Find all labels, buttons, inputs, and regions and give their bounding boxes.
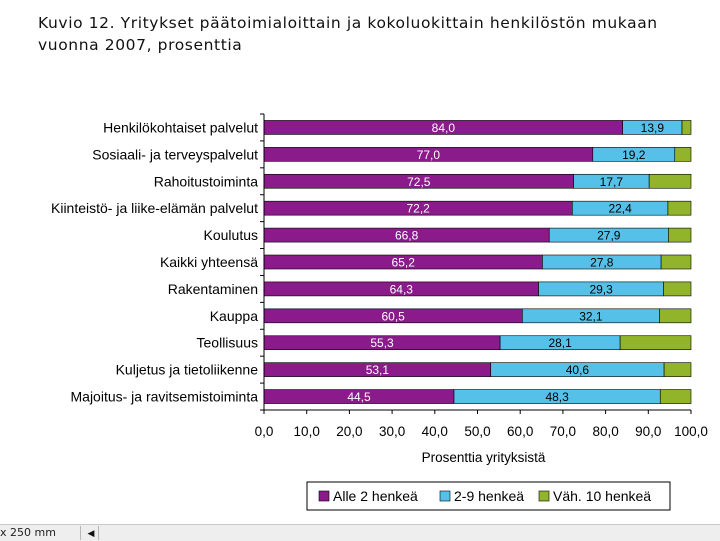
category-label: Kiinteistö- ja liike-elämän palvelut <box>51 200 258 216</box>
bar-value-label: 44,5 <box>347 390 371 404</box>
bar-value-label: 84,0 <box>432 121 456 135</box>
bar-segment <box>660 254 692 270</box>
category-label: Kauppa <box>210 308 258 324</box>
bar-segment <box>619 335 692 351</box>
legend-swatch <box>538 490 550 502</box>
bar-value-label: 55,3 <box>370 336 394 350</box>
x-tick-label: 40,0 <box>422 424 448 439</box>
bar-value-label: 72,5 <box>407 175 431 189</box>
x-tick-label: 100,0 <box>674 424 708 439</box>
bar-value-label: 28,1 <box>548 336 572 350</box>
x-tick-label: 10,0 <box>294 424 320 439</box>
bar-value-label: 17,7 <box>600 175 624 189</box>
category-label: Kuljetus ja tietoliikenne <box>116 362 259 378</box>
bar-value-label: 27,9 <box>597 229 621 243</box>
bar-value-label: 64,3 <box>390 282 414 296</box>
x-tick-label: 30,0 <box>379 424 405 439</box>
bar-segment <box>668 227 692 243</box>
bar-segment <box>659 389 692 404</box>
bar-value-label: 53,1 <box>366 363 390 377</box>
bar-segment <box>659 308 692 324</box>
x-tick-label: 20,0 <box>336 424 362 439</box>
bar-value-label: 13,9 <box>641 121 665 135</box>
bar-segment <box>648 173 692 189</box>
category-label: Kaikki yhteensä <box>160 254 258 270</box>
title-line-1: Kuvio 12. Yritykset päätoimialoittain ja… <box>38 14 658 32</box>
bar-segment <box>667 200 692 216</box>
x-tick-label: 0,0 <box>255 424 274 439</box>
chart-title: Kuvio 12. Yritykset päätoimialoittain ja… <box>38 12 708 56</box>
x-tick-label: 60,0 <box>507 424 533 439</box>
bar-segment <box>674 147 692 162</box>
category-label: Koulutus <box>204 227 258 243</box>
title-line-2: vuonna 2007, prosenttia <box>38 36 243 54</box>
legend-label: Väh. 10 henkeä <box>553 488 651 504</box>
legend-box <box>306 481 671 511</box>
bar-value-label: 22,4 <box>608 202 632 216</box>
bar-value-label: 77,0 <box>417 148 441 162</box>
category-label: Majoitus- ja ravitsemistoiminta <box>71 389 259 405</box>
bar-value-label: 48,3 <box>545 390 569 404</box>
category-label: Sosiaali- ja terveyspalvelut <box>92 146 258 162</box>
status-page-size: x 250 mm <box>0 526 81 540</box>
bar-value-label: 32,1 <box>579 309 603 323</box>
bar-segment <box>663 362 692 377</box>
category-label: Teollisuus <box>197 335 258 351</box>
x-tick-label: 70,0 <box>550 424 576 439</box>
bar-value-label: 66,8 <box>395 229 419 243</box>
bar-value-label: 40,6 <box>566 363 590 377</box>
bar-value-label: 19,2 <box>622 148 646 162</box>
legend-label: 2-9 henkeä <box>454 488 524 504</box>
status-bar: x 250 mm ◀ <box>0 524 720 541</box>
bar-value-label: 72,2 <box>406 202 430 216</box>
x-tick-label: 90,0 <box>635 424 661 439</box>
category-label: Rakentaminen <box>168 281 258 297</box>
legend-swatch <box>439 490 451 502</box>
category-label: Henkilökohtaiset palvelut <box>103 119 258 135</box>
triangle-left-icon[interactable]: ◀ <box>84 526 99 540</box>
bar-value-label: 29,3 <box>589 282 613 296</box>
stacked-bar-chart: 84,0 13,9 Henkilökohtaiset palvelut 77,0 19,… <box>51 113 708 511</box>
bar-value-label: 27,8 <box>590 256 614 270</box>
legend-swatch <box>318 490 330 502</box>
bar-segment <box>663 281 692 297</box>
bar-segment <box>681 120 692 135</box>
category-label: Rahoitustoiminta <box>154 173 258 189</box>
legend-label: Alle 2 henkeä <box>333 488 418 504</box>
bar-value-label: 65,2 <box>392 256 416 270</box>
x-tick-label: 50,0 <box>464 424 490 439</box>
x-axis-label: Prosenttia yrityksistä <box>422 450 546 465</box>
x-tick-label: 80,0 <box>592 424 618 439</box>
bar-value-label: 60,5 <box>381 309 405 323</box>
